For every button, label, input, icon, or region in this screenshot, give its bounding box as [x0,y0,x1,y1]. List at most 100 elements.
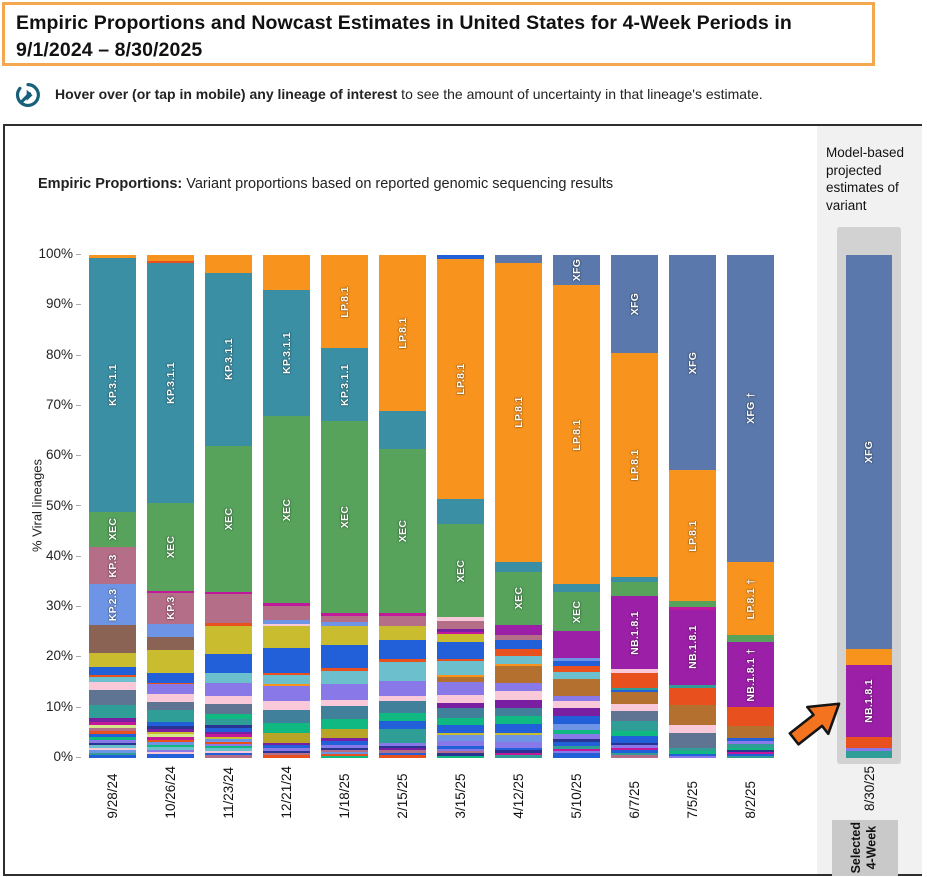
bar-segment-LP.8.1[interactable]: LP.8.1 [437,258,484,499]
bar-segment[interactable] [495,699,542,708]
bar-segment-KP.3.1.1[interactable]: KP.3.1.1 [205,272,252,447]
bar-segment[interactable] [205,704,252,715]
bar-segment[interactable] [89,674,136,677]
bar-segment-NB.1.8.1[interactable]: NB.1.8.1 [846,665,892,737]
stacked-bar[interactable]: XFG NB.1.8.1 [846,255,892,758]
bar-segment[interactable] [553,707,600,717]
bar-segment[interactable] [263,732,310,743]
bar-segment-XEC[interactable]: XEC [205,446,252,592]
bar-segment[interactable] [205,731,252,735]
bar-segment[interactable] [205,728,252,732]
bar-segment[interactable] [495,639,542,650]
stacked-bar[interactable]: KP.3.1.1 XEC [263,255,310,758]
bar-segment[interactable] [495,691,542,700]
bar-segment[interactable] [611,692,658,704]
bar-segment[interactable] [437,725,484,733]
bar-segment[interactable] [611,742,658,746]
bar-segment[interactable] [321,752,368,755]
bar-segment[interactable] [611,688,658,691]
bar-segment[interactable] [321,670,368,685]
bar-segment[interactable] [669,601,716,608]
bar-segment[interactable] [495,656,542,665]
bar-segment[interactable] [553,701,600,708]
bar-segment[interactable] [437,498,484,525]
bar-segment-XEC[interactable]: XEC [89,511,136,547]
bar-segment[interactable] [611,721,658,731]
stacked-bar[interactable]: LP.8.1 XEC [437,255,484,758]
bar-segment[interactable] [321,737,368,741]
bar-segment[interactable] [263,722,310,733]
selected-4-week-button[interactable]: Selected 4-Week [832,820,898,876]
bar-segment[interactable] [379,701,426,713]
bar-segment[interactable] [611,752,658,756]
bar-segment-LP.8.1[interactable]: LP.8.1 [379,255,426,411]
bar-segment[interactable] [321,706,368,720]
bar-segment[interactable] [495,561,542,572]
bar-segment[interactable] [205,748,252,751]
bar-segment[interactable] [147,710,194,722]
bar-segment-KP.3[interactable]: KP.3 [89,546,136,585]
bar-segment[interactable] [263,255,310,291]
bar-segment[interactable] [437,707,484,718]
bar-segment[interactable] [89,742,136,746]
bar-segment[interactable] [437,681,484,695]
bar-segment[interactable] [321,754,368,756]
bar-segment[interactable] [611,735,658,743]
bar-segment[interactable] [611,582,658,596]
bar-segment[interactable] [89,747,136,750]
bar-segment[interactable] [669,607,716,611]
bar-segment[interactable] [147,684,194,694]
bar-segment[interactable] [437,755,484,758]
bar-segment[interactable] [495,666,542,683]
bar-segment[interactable] [495,750,542,753]
bar-segment[interactable] [147,701,194,711]
bar-segment[interactable] [205,738,252,742]
bar-segment[interactable] [379,659,426,663]
bar-segment[interactable] [437,748,484,752]
bar-segment-KP.3.1.1[interactable]: KP.3.1.1 [147,262,194,504]
bar-segment[interactable] [495,649,542,657]
bar-segment[interactable] [727,752,774,754]
bar-segment[interactable] [321,626,368,645]
bar-segment[interactable] [321,667,368,671]
bar-segment[interactable] [611,669,658,673]
bar-segment[interactable] [379,721,426,730]
bar-segment[interactable] [89,731,136,734]
bar-segment[interactable] [379,410,426,449]
bar-segment[interactable] [495,634,542,640]
bar-segment[interactable] [437,632,484,635]
bar-segment-XEC[interactable]: XEC [437,524,484,618]
bar-segment[interactable] [846,736,892,748]
bar-segment[interactable] [553,584,600,592]
bar-segment[interactable] [437,753,484,756]
bar-segment[interactable] [205,746,252,749]
bar-segment[interactable] [263,752,310,756]
bar-segment[interactable] [727,707,774,726]
bar-segment[interactable] [147,636,194,651]
bar-segment[interactable] [495,752,542,755]
bar-segment[interactable] [437,641,484,659]
bar-segment[interactable] [669,704,716,725]
bar-segment-XFG[interactable]: XFG [553,255,600,286]
bar-segment[interactable] [611,577,658,583]
bar-segment[interactable] [89,755,136,758]
bar-segment-KP.3.1.1[interactable]: KP.3.1.1 [321,348,368,421]
bar-segment[interactable] [263,672,310,676]
bar-segment[interactable] [611,672,658,689]
bar-segment[interactable] [553,739,600,743]
bar-segment-LP.8.1[interactable]: LP.8.1 [669,470,716,602]
bar-segment[interactable] [205,725,252,729]
bar-segment[interactable] [437,658,484,661]
bar-segment[interactable] [147,734,194,738]
bar-segment[interactable] [263,684,310,687]
bar-segment[interactable] [321,747,368,751]
bar-segment[interactable] [147,725,194,729]
bar-segment-KP.3.1.1[interactable]: KP.3.1.1 [89,258,136,512]
bar-segment[interactable] [437,732,484,735]
bar-segment[interactable] [495,707,542,717]
stacked-bar[interactable]: XFG LP.8.1 NB.1.8.1 [669,255,716,758]
bar-segment[interactable] [205,741,252,744]
bar-segment[interactable] [437,740,484,746]
bar-segment[interactable] [437,676,484,682]
bar-segment[interactable] [89,724,136,729]
